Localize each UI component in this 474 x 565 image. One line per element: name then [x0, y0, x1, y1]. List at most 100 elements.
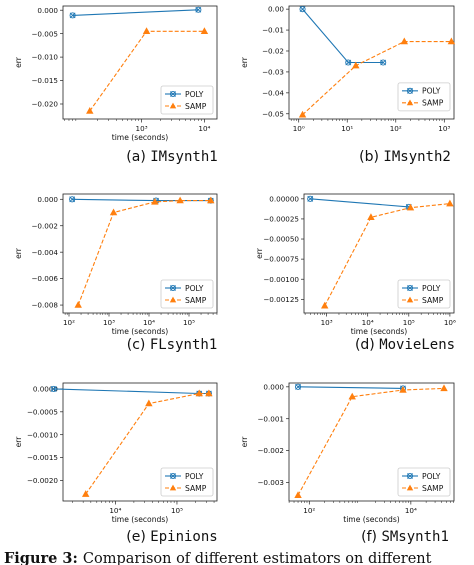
x-tick-label: 10⁴: [109, 506, 121, 515]
data-point-samp: [81, 490, 90, 497]
y-axis-label: err: [14, 247, 23, 259]
legend-marker-poly: [169, 472, 177, 480]
legend-marker-poly-cross: [407, 285, 413, 291]
figure-caption-text: Comparison of different estimators on di…: [83, 551, 432, 565]
subfigure-caption: (b) IMsynth2: [359, 149, 451, 165]
x-axis-label: time (seconds): [112, 515, 169, 524]
legend-label-poly: POLY: [185, 472, 204, 481]
data-point-poly: [69, 12, 76, 19]
legend-label-poly: POLY: [185, 284, 204, 293]
data-point-poly: [307, 195, 314, 202]
y-tick-label: −0.0005: [27, 407, 58, 416]
series-line-poly: [53, 388, 209, 395]
x-tick-label: 10⁵: [183, 318, 195, 327]
x-tick-label: 10²: [303, 506, 315, 515]
x-tick-label: 10⁰: [293, 124, 305, 133]
data-point-samp: [321, 301, 329, 309]
series-line-poly: [72, 9, 199, 16]
y-tick-label: −0.00125: [263, 295, 299, 304]
legend-label-poly: POLY: [185, 90, 204, 99]
legend-marker-poly: [169, 90, 177, 98]
legend-marker-poly: [406, 284, 414, 292]
poly-marker-cross: [380, 59, 387, 66]
axes-frame: [62, 382, 218, 502]
y-tick-label: −0.00050: [263, 235, 299, 244]
subfigure-caption: (c) FLsynth1: [127, 337, 218, 353]
legend-label-samp: SAMP: [185, 102, 207, 111]
y-tick-label: −0.004: [31, 248, 58, 257]
poly-marker-ring: [307, 195, 314, 202]
data-point-samp: [145, 399, 153, 407]
legend-marker-samp: [169, 296, 177, 303]
data-point-poly: [294, 383, 302, 390]
y-tick-label: 0.00: [268, 5, 284, 14]
caption-letter: (c): [127, 337, 150, 353]
x-tick-label: 10⁴: [143, 318, 155, 327]
legend: POLY SAMP: [397, 279, 451, 309]
chart-panel-4: 0.00000 −0.00025 −0.00050 −0.00075 −0.00100 −…: [255, 193, 456, 353]
poly-marker-cross: [195, 6, 202, 13]
legend-label-samp: SAMP: [422, 99, 444, 108]
data-point-samp: [348, 392, 356, 400]
data-point-poly: [50, 385, 57, 392]
poly-marker-cross: [295, 383, 301, 390]
series-line-poly: [310, 198, 409, 208]
legend-marker-samp: [169, 484, 177, 491]
data-point-samp: [400, 37, 409, 45]
data-point-samp: [440, 384, 448, 392]
legend-label-samp: SAMP: [422, 296, 444, 305]
caption-dataset-name: SMsynth1: [381, 529, 448, 545]
data-point-samp: [447, 37, 456, 45]
legend-label-samp: SAMP: [422, 484, 444, 493]
poly-marker-ring: [299, 6, 306, 13]
x-tick-label: 10¹: [341, 124, 353, 133]
y-axis-label: err: [240, 436, 249, 448]
poly-marker-ring: [294, 383, 302, 390]
data-point-samp: [142, 27, 151, 35]
y-tick-label: −0.0015: [27, 453, 58, 462]
y-tick-label: −0.020: [31, 100, 58, 109]
axes-frame: [62, 5, 218, 120]
y-tick-label: −0.001: [257, 414, 284, 423]
series-line-samp: [324, 203, 450, 307]
data-point-samp: [86, 107, 94, 114]
y-tick-label: −0.0020: [27, 476, 59, 485]
x-tick-label: 10⁴: [362, 318, 374, 327]
y-tick-label: −0.005: [31, 29, 58, 38]
legend-marker-poly: [406, 472, 414, 480]
legend-marker-poly: [406, 87, 414, 94]
caption-dataset-name: IMsynth2: [383, 149, 450, 165]
series-line-samp: [85, 392, 209, 495]
x-tick-label: 10²: [390, 124, 402, 133]
data-point-samp: [151, 197, 159, 205]
poly-marker-cross: [69, 196, 76, 203]
x-tick-label: 10⁶: [444, 318, 456, 327]
y-tick-label: 0.00000: [269, 194, 299, 203]
legend-label-poly: POLY: [422, 284, 441, 293]
chart-panel-5: 0.0000 −0.0005 −0.0010 −0.0015 −0.0020 10⁴ 10⁵…: [14, 382, 218, 545]
subfigure-caption: (f) SMsynth1: [361, 529, 449, 545]
legend-marker-samp: [406, 99, 414, 106]
y-tick-label: 0.000: [263, 382, 284, 391]
series-line-samp: [302, 41, 452, 116]
y-tick-label: −0.015: [31, 76, 58, 85]
y-tick-label: −0.010: [31, 53, 58, 62]
poly-marker-cross: [299, 6, 306, 13]
caption-dataset-name: IMsynth1: [150, 149, 217, 165]
y-axis-label: err: [14, 56, 23, 68]
data-point-samp: [205, 389, 213, 397]
x-axis-label: time (seconds): [343, 515, 400, 524]
legend-label-poly: POLY: [422, 472, 441, 481]
data-point-samp: [200, 27, 209, 35]
legend-label-samp: SAMP: [185, 296, 207, 305]
legend-marker-samp: [406, 484, 414, 491]
x-axis-label: time (seconds): [112, 327, 169, 336]
y-tick-label: −0.00100: [263, 275, 299, 284]
legend-marker-poly: [169, 284, 177, 292]
legend-label-samp: SAMP: [185, 484, 207, 493]
series-line-poly: [297, 386, 404, 389]
x-tick-label: 10⁴: [198, 124, 210, 133]
series-line-poly: [302, 8, 384, 64]
y-tick-label: −0.008: [31, 301, 58, 310]
